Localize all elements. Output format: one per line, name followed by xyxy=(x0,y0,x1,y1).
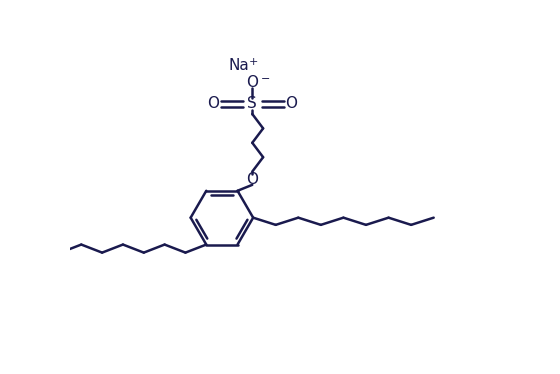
Text: O: O xyxy=(246,172,258,187)
Text: Na: Na xyxy=(229,58,250,73)
Text: O: O xyxy=(246,75,258,90)
Text: +: + xyxy=(249,57,258,67)
Text: −: − xyxy=(260,74,270,84)
Text: O: O xyxy=(286,96,297,111)
Text: O: O xyxy=(207,96,219,111)
Text: S: S xyxy=(248,96,257,111)
